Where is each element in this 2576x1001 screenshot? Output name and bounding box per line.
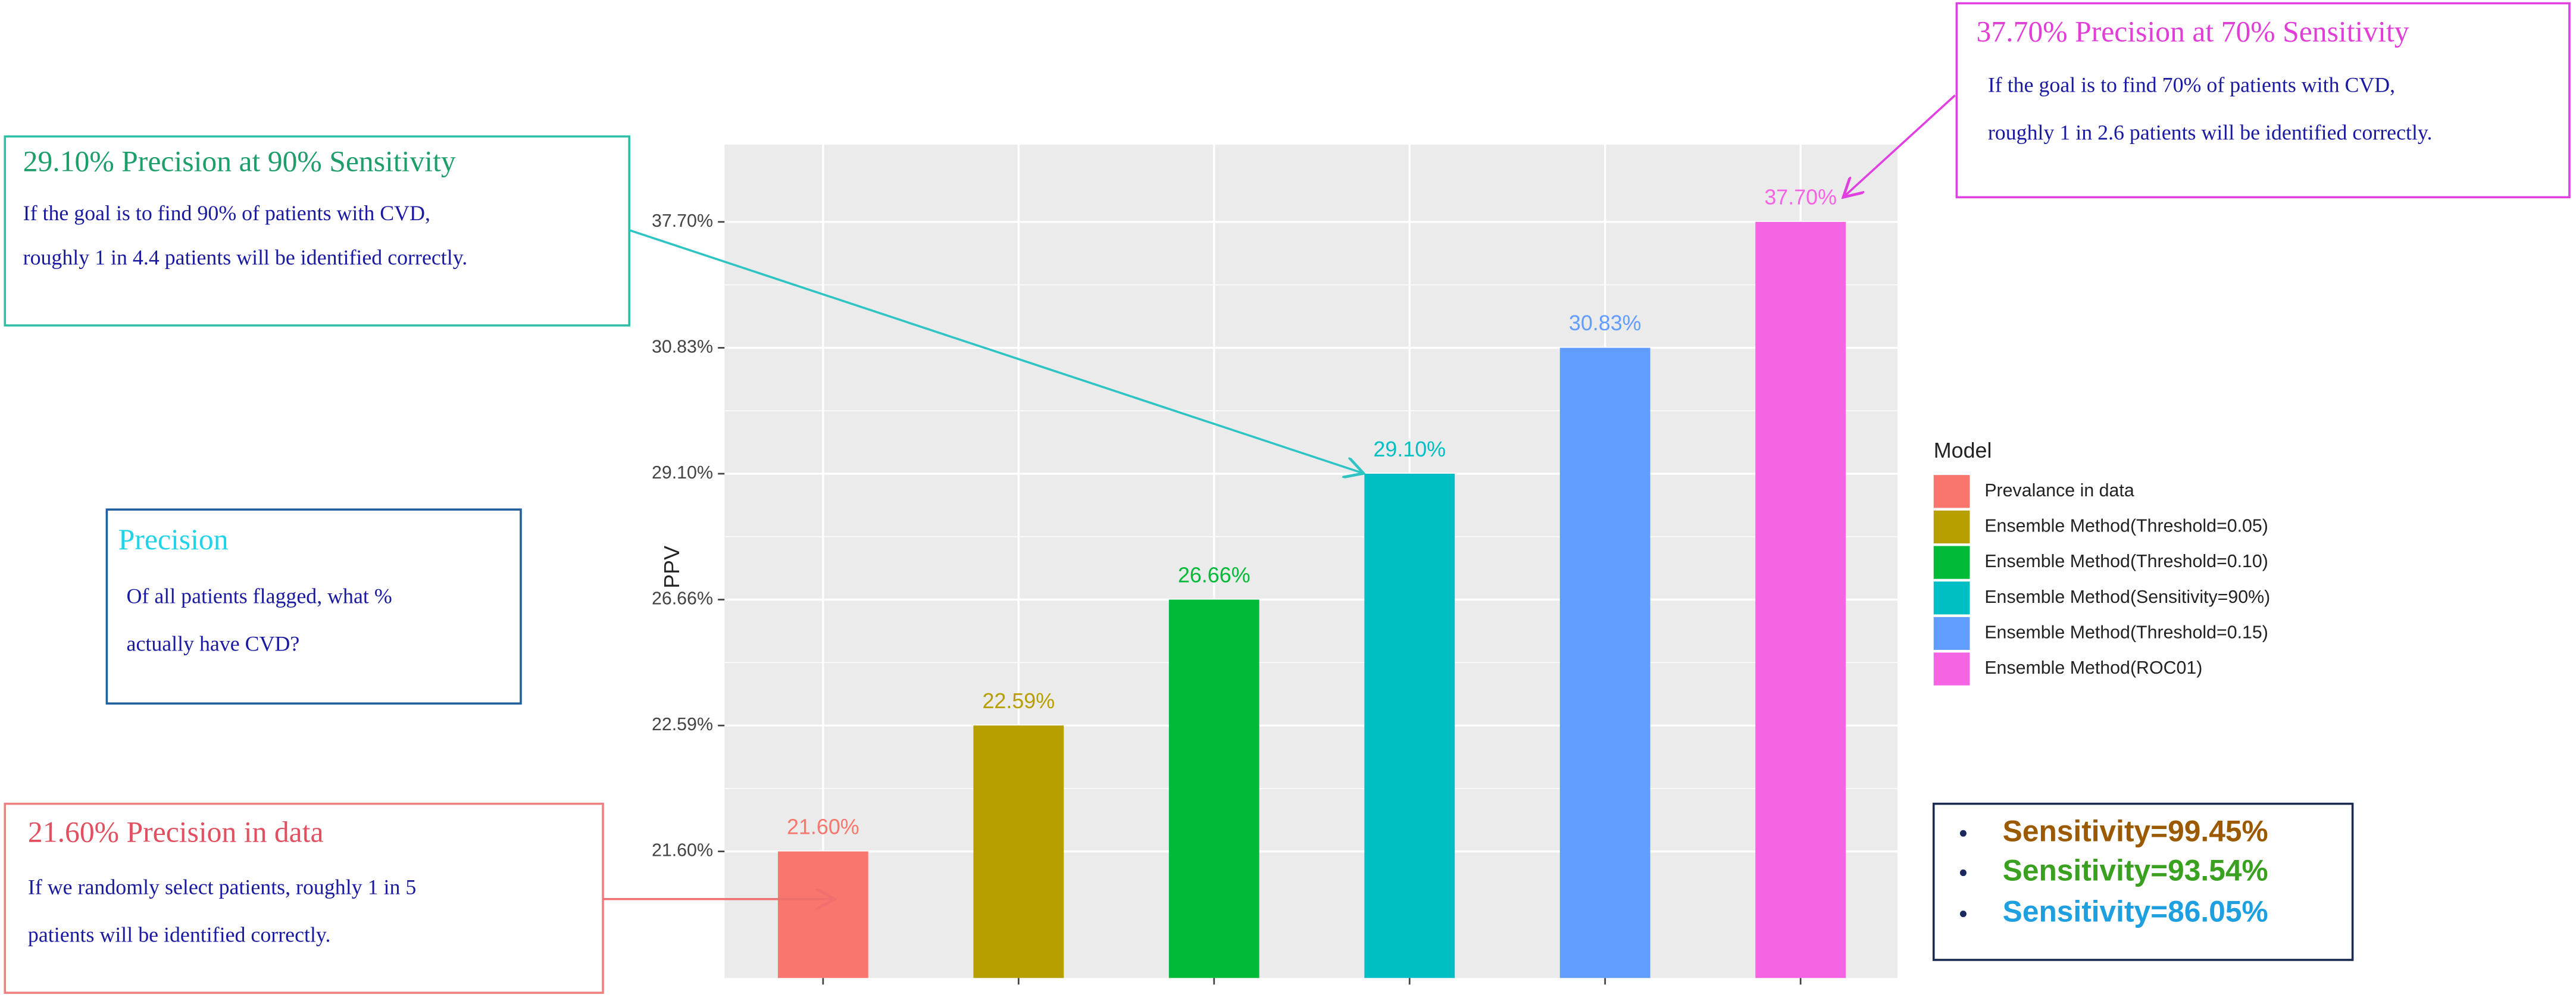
legend-label: Prevalance in data — [1984, 481, 2134, 500]
value-label: 26.66% — [1178, 563, 1251, 587]
annotation-text: Of all patients flagged, what % — [127, 584, 392, 608]
annotation-text: roughly 1 in 4.4 patients will be identi… — [23, 246, 468, 270]
plot-panel — [724, 145, 1898, 978]
annotation-box — [1955, 2, 2571, 199]
y-tick-label: 22.59% — [652, 715, 713, 734]
legend: Prevalance in data Ensemble Method(Thresh… — [1933, 475, 2270, 686]
annotation-title: 37.70% Precision at 70% Sensitivity — [1977, 15, 2409, 48]
y-tick-label: 29.10% — [652, 463, 713, 483]
bar — [973, 725, 1064, 978]
legend-swatch — [1933, 546, 1970, 579]
legend-label: Ensemble Method(Threshold=0.15) — [1984, 623, 2268, 642]
legend-label: Ensemble Method(Threshold=0.10) — [1984, 552, 2268, 571]
legend-swatch — [1933, 475, 1970, 508]
sensitivity-note: Sensitivity=86.05% — [2003, 895, 2268, 928]
annotation-text: If the goal is to find 70% of patients w… — [1988, 73, 2395, 97]
annotation-box — [4, 802, 604, 994]
bar — [777, 851, 868, 978]
legend-label: Ensemble Method(ROC01) — [1984, 658, 2202, 678]
annotation-text: If the goal is to find 90% of patients w… — [23, 201, 430, 225]
y-tick-label: 37.70% — [652, 211, 713, 231]
bullet — [1959, 830, 1967, 837]
annotation-title: 21.60% Precision in data — [28, 815, 324, 848]
value-label: 37.70% — [1764, 186, 1837, 209]
annotation-box — [4, 135, 630, 327]
bar — [1755, 221, 1846, 978]
sensitivity-note: Sensitivity=99.45% — [2003, 814, 2268, 847]
legend-label: Ensemble Method(Threshold=0.05) — [1984, 516, 2268, 536]
legend-swatch — [1933, 617, 1970, 650]
y-tick-label: 26.66% — [652, 589, 713, 609]
annotation-text: If we randomly select patients, roughly … — [28, 875, 416, 899]
bars: 21.60% 22.59% 26.66% 29.10% 30.83% 37.70% — [777, 186, 1846, 978]
annotation-title: Precision — [118, 523, 229, 556]
value-label: 22.59% — [983, 689, 1055, 713]
annotation-text: actually have CVD? — [127, 632, 300, 656]
y-axis-label: PPV — [660, 546, 684, 589]
legend-swatch — [1933, 510, 1970, 544]
legend-swatch — [1933, 652, 1970, 686]
annotation-box — [105, 508, 522, 705]
bar — [1168, 599, 1259, 978]
value-label: 29.10% — [1373, 437, 1446, 461]
arrow — [1843, 94, 1956, 197]
legend-label: Ensemble Method(Sensitivity=90%) — [1984, 587, 2270, 607]
bullet — [1959, 869, 1967, 877]
sensitivity-note: Sensitivity=93.54% — [2003, 854, 2268, 887]
annotation-text: roughly 1 in 2.6 patients will be identi… — [1988, 121, 2433, 145]
arrow — [629, 229, 1364, 474]
value-label: 21.60% — [787, 815, 859, 839]
legend-swatch — [1933, 581, 1970, 615]
legend-title: Model — [1934, 439, 1992, 462]
bar — [1559, 348, 1650, 978]
sensitivity-box — [1932, 802, 2354, 961]
y-tick-label: 21.60% — [652, 841, 713, 861]
y-tick-label: 30.83% — [652, 337, 713, 356]
bar — [1364, 473, 1455, 978]
annotation-text: patients will be identified correctly. — [28, 923, 331, 947]
annotation-title: 29.10% Precision at 90% Sensitivity — [23, 145, 456, 178]
value-label: 30.83% — [1569, 311, 1642, 335]
bullet — [1959, 911, 1967, 918]
